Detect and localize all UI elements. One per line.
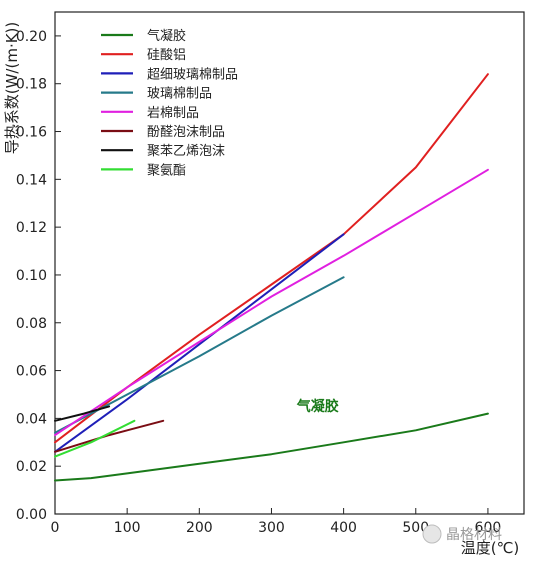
annotation-label: 气凝胶 [296,398,339,415]
series-line-7 [54,419,136,458]
y-tick-label: 0.20 [16,29,47,45]
y-tick-label: 0.14 [16,172,47,188]
y-tick-label: 0.16 [16,125,47,141]
watermark-text: 晶格材料 [446,527,502,543]
legend-label-7: 聚氨酯 [147,163,186,178]
series-line-0 [54,412,489,482]
y-tick-label: 0.08 [16,316,47,332]
x-axis-title: 温度(℃) [461,539,520,557]
series-line-5 [54,419,165,453]
x-tick-label: 0 [51,520,60,536]
series-line-4 [54,168,489,437]
watermark-icon [422,524,442,544]
legend-label-1: 硅酸铝 [147,48,186,63]
x-tick-label: 600 [475,520,502,536]
legend-label-2: 超细玻璃棉制品 [147,67,238,82]
legend-label-4: 岩棉制品 [147,106,199,121]
x-tick-label: 300 [258,520,285,536]
y-axis-title: 导热系数(W/(m·K)) [3,22,21,155]
y-tick-label: 0.06 [16,364,47,380]
series-line-2 [54,233,345,453]
y-tick-label: 0.04 [16,411,47,427]
legend-label-5: 酚醛泡沫制品 [147,124,225,140]
y-tick-label: 0.12 [16,220,47,236]
x-tick-label: 500 [402,520,429,536]
y-tick-label: 0.18 [16,77,47,93]
plot-frame [54,11,525,515]
y-tick-label: 0.10 [16,268,47,284]
legend-label-3: 玻璃棉制品 [147,87,212,102]
legend-label-0: 气凝胶 [147,28,186,44]
series-line-6 [54,405,111,422]
series-line-1 [54,73,489,444]
y-tick-label: 0.02 [16,459,47,475]
y-tick-label: 0.00 [16,507,47,523]
x-tick-label: 100 [114,520,141,536]
x-tick-label: 200 [186,520,213,536]
legend-label-6: 聚苯乙烯泡沫 [147,144,225,159]
x-tick-label: 400 [330,520,357,536]
